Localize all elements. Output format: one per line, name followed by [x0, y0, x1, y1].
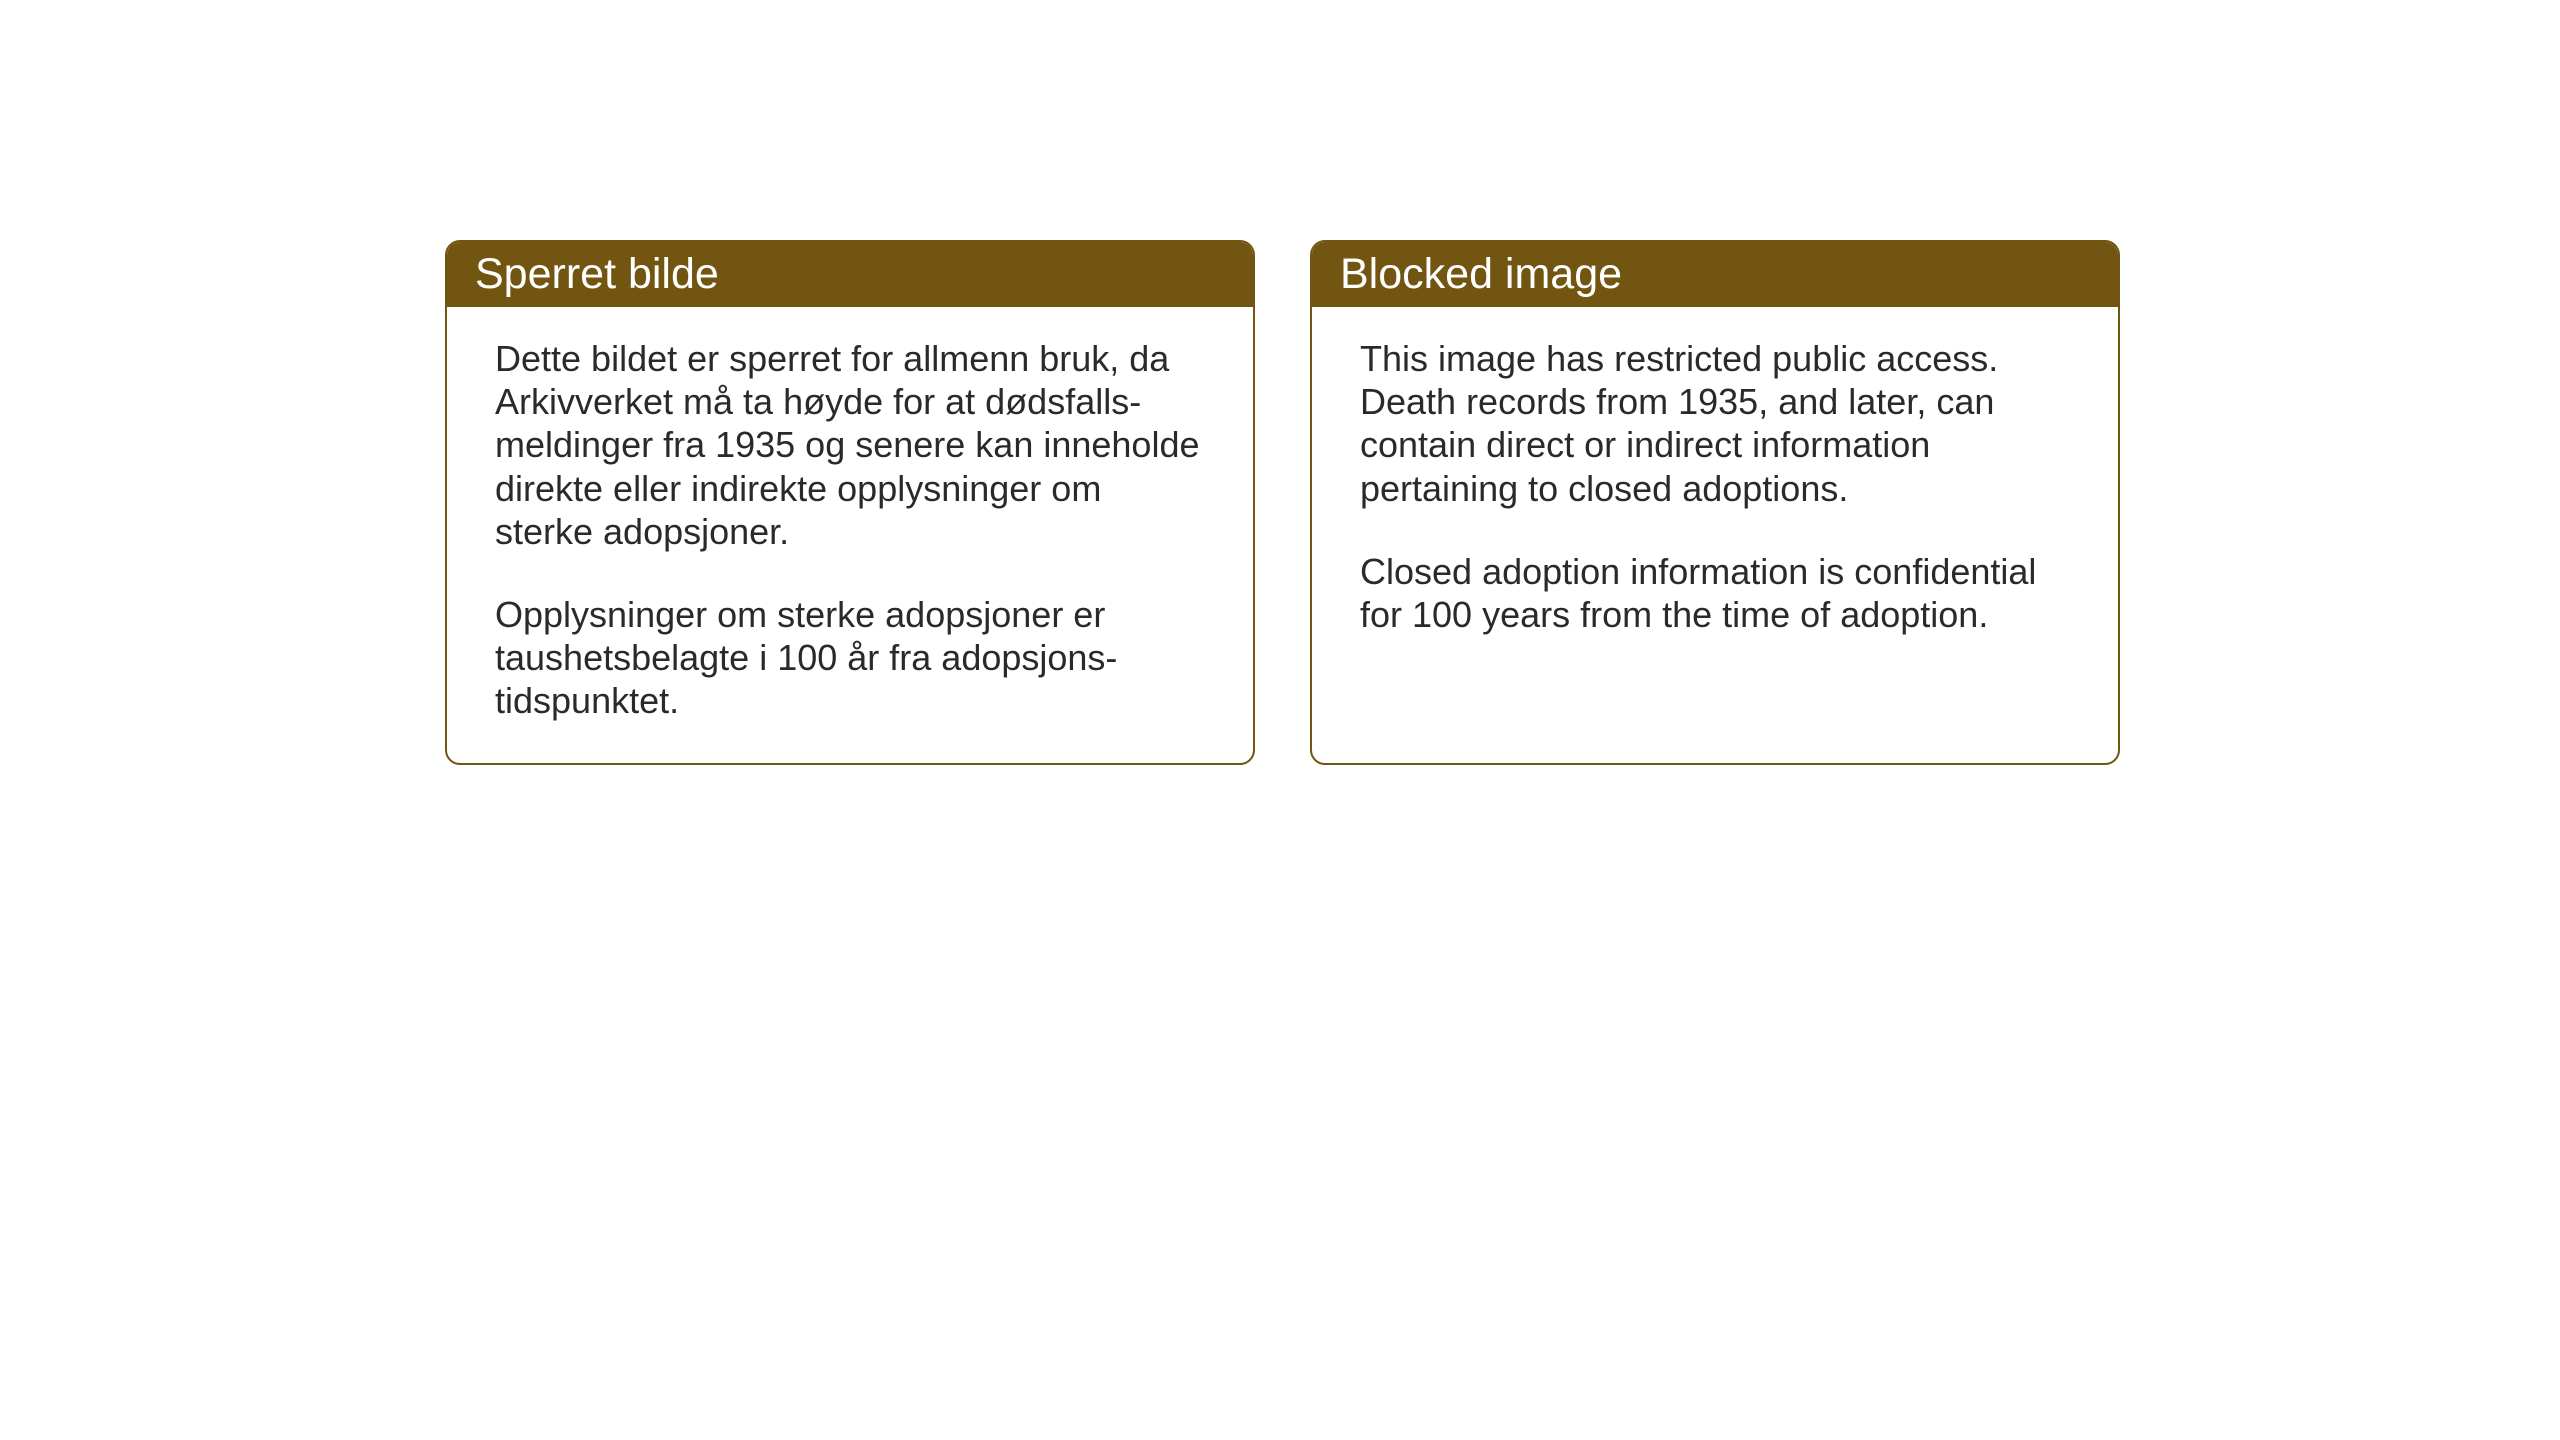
- card-title-english: Blocked image: [1340, 250, 1622, 298]
- card-body-norwegian: Dette bildet er sperret for allmenn bruk…: [447, 307, 1253, 763]
- card-body-english: This image has restricted public access.…: [1312, 307, 2118, 676]
- blocked-image-card-english: Blocked image This image has restricted …: [1310, 240, 2120, 765]
- card-paragraph-2-norwegian: Opplysninger om sterke adopsjoner er tau…: [495, 593, 1205, 723]
- info-cards-container: Sperret bilde Dette bildet er sperret fo…: [445, 240, 2120, 765]
- card-title-norwegian: Sperret bilde: [475, 250, 719, 298]
- card-paragraph-2-english: Closed adoption information is confident…: [1360, 550, 2070, 636]
- card-paragraph-1-english: This image has restricted public access.…: [1360, 337, 2070, 510]
- card-header-english: Blocked image: [1312, 242, 2118, 307]
- card-paragraph-1-norwegian: Dette bildet er sperret for allmenn bruk…: [495, 337, 1205, 553]
- blocked-image-card-norwegian: Sperret bilde Dette bildet er sperret fo…: [445, 240, 1255, 765]
- card-header-norwegian: Sperret bilde: [447, 242, 1253, 307]
